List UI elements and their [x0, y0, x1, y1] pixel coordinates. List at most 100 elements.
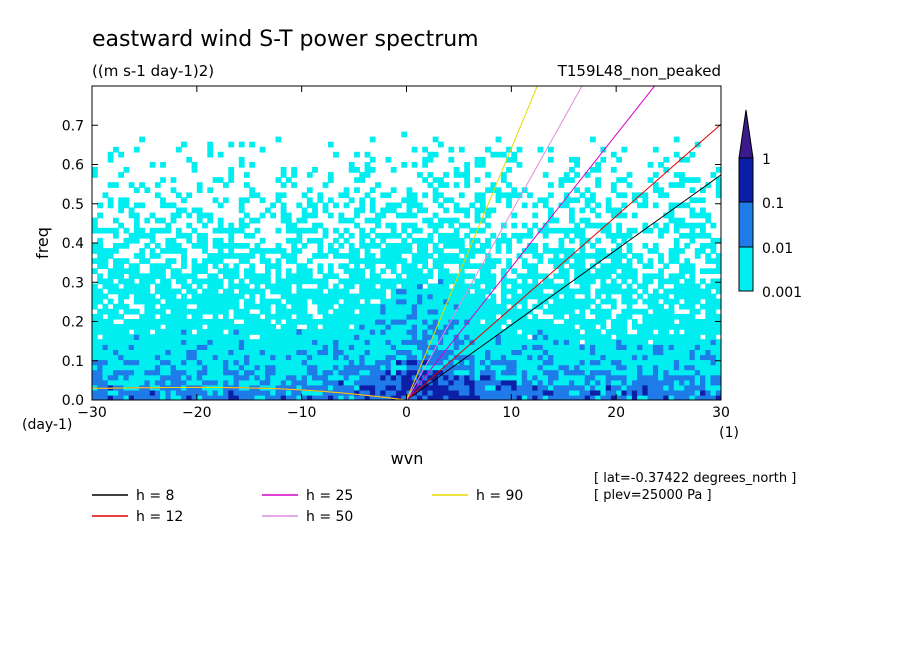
power-cell [333, 369, 339, 376]
power-cell [128, 369, 135, 376]
power-cell [406, 283, 413, 290]
power-cell [249, 263, 256, 269]
power-cell [102, 374, 109, 381]
power-cell [548, 156, 554, 163]
power-cell [385, 349, 392, 356]
power-cell [411, 319, 418, 325]
power-cell [375, 369, 381, 376]
power-cell [97, 364, 103, 371]
power-cell [610, 263, 617, 269]
power-cell [527, 384, 533, 391]
power-cell [191, 167, 198, 173]
power-cell [647, 263, 654, 269]
power-cell [317, 268, 324, 274]
power-cell [432, 369, 439, 376]
power-cell [652, 374, 659, 381]
power-cell [432, 192, 439, 199]
power-cell [139, 379, 145, 386]
power-cell [500, 278, 507, 285]
power-cell [354, 151, 360, 158]
power-cell [548, 329, 554, 335]
power-cell [306, 349, 313, 356]
power-cell [270, 283, 276, 290]
power-cell [610, 303, 617, 310]
power-cell [495, 248, 502, 254]
power-cell [532, 288, 539, 295]
power-cell [443, 359, 449, 366]
power-cell [401, 364, 408, 371]
power-cell [369, 359, 376, 366]
power-cell [490, 374, 497, 381]
power-cell [684, 334, 691, 340]
power-cell [380, 237, 387, 244]
power-cell [616, 369, 622, 376]
power-cell [542, 334, 549, 340]
power-cell [595, 344, 601, 350]
power-cell [590, 192, 596, 199]
power-cell [490, 359, 497, 366]
power-cell [186, 344, 193, 350]
power-cell [385, 369, 392, 376]
x-tick-label: 10 [502, 405, 520, 421]
power-cell [516, 253, 523, 259]
power-cell [149, 232, 156, 239]
power-cell [453, 217, 460, 224]
power-cell [511, 212, 518, 219]
power-cell [616, 207, 622, 214]
power-cell [228, 339, 235, 345]
power-cell [186, 237, 193, 244]
power-cell [417, 278, 423, 285]
power-cell [301, 364, 308, 371]
power-cell [254, 192, 261, 199]
power-cell [579, 369, 586, 376]
power-cell [485, 273, 491, 280]
power-cell [312, 202, 318, 209]
power-cell [715, 192, 721, 199]
power-cell [149, 263, 156, 269]
power-cell [154, 359, 161, 366]
power-cell [443, 303, 449, 310]
power-cell [637, 349, 643, 356]
power-cell [249, 187, 256, 193]
power-cell [139, 227, 145, 234]
power-cell [411, 339, 418, 345]
power-cell [244, 374, 250, 381]
power-cell [238, 374, 245, 381]
power-cell [705, 379, 712, 386]
power-cell [532, 339, 539, 345]
power-cell [275, 313, 282, 320]
power-cell [626, 394, 633, 400]
power-cell [301, 293, 308, 300]
power-cell [228, 227, 235, 234]
power-cell [191, 243, 198, 249]
power-cell [479, 369, 486, 376]
x-tick-label: 0 [402, 405, 411, 421]
power-cell [338, 308, 345, 315]
power-cell [275, 248, 282, 254]
power-cell [590, 344, 596, 350]
power-cell [610, 349, 617, 356]
power-cell [359, 237, 366, 244]
power-cell [97, 359, 103, 366]
power-cell [275, 339, 282, 345]
power-cell [254, 339, 261, 345]
power-cell [574, 253, 580, 259]
power-cell [542, 359, 549, 366]
power-cell [631, 288, 638, 295]
power-cell [154, 253, 161, 259]
power-cell [411, 374, 418, 381]
power-cell [438, 349, 444, 356]
power-cell [306, 374, 313, 381]
power-cell [694, 308, 701, 315]
power-cell [458, 374, 465, 381]
power-cell [385, 192, 392, 199]
power-cell [474, 298, 481, 305]
power-cell [610, 283, 617, 290]
power-cell [369, 303, 376, 310]
power-cell [181, 258, 187, 264]
power-cell [605, 344, 612, 350]
power-cell [532, 222, 539, 229]
power-cell [348, 389, 355, 396]
power-cell [438, 268, 444, 274]
power-cell [207, 329, 214, 335]
